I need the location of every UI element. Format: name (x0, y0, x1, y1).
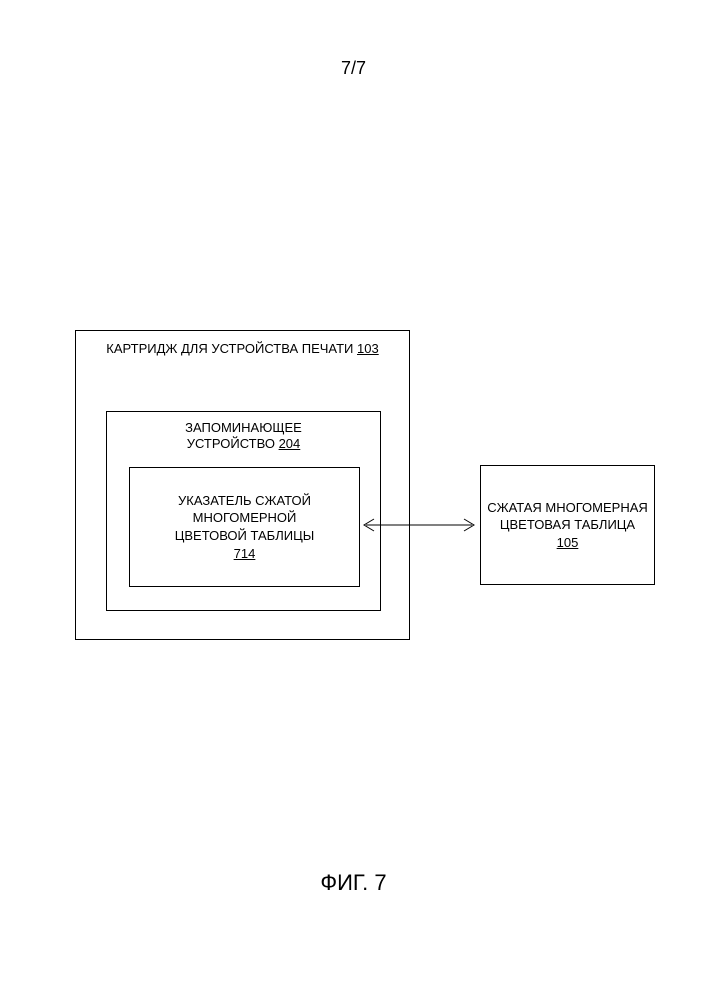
cartridge-title: КАРТРИДЖ ДЛЯ УСТРОЙСТВА ПЕЧАТИ 103 (76, 341, 409, 357)
pointer-line3: ЦВЕТОВОЙ ТАБЛИЦЫ (175, 528, 314, 543)
memory-label-line1: ЗАПОМИНАЮЩЕЕ (185, 420, 302, 435)
page: 7/7 КАРТРИДЖ ДЛЯ УСТРОЙСТВА ПЕЧАТИ 103 З… (0, 0, 707, 1000)
compressed-table-box: СЖАТАЯ МНОГОМЕРНАЯ ЦВЕТОВАЯ ТАБЛИЦА 105 (480, 465, 655, 585)
pointer-ref: 714 (234, 546, 256, 561)
memory-ref: 204 (279, 436, 301, 451)
pointer-box: УКАЗАТЕЛЬ СЖАТОЙ МНОГОМЕРНОЙ ЦВЕТОВОЙ ТА… (129, 467, 360, 587)
memory-title: ЗАПОМИНАЮЩЕЕ УСТРОЙСТВО 204 (107, 420, 380, 453)
compressed-table-content: СЖАТАЯ МНОГОМЕРНАЯ ЦВЕТОВАЯ ТАБЛИЦА 105 (487, 499, 648, 552)
pointer-content: УКАЗАТЕЛЬ СЖАТОЙ МНОГОМЕРНОЙ ЦВЕТОВОЙ ТА… (175, 492, 314, 562)
memory-label-line2: УСТРОЙСТВО (187, 436, 275, 451)
table-line2: ЦВЕТОВАЯ ТАБЛИЦА (500, 517, 635, 532)
diagram-area: КАРТРИДЖ ДЛЯ УСТРОЙСТВА ПЕЧАТИ 103 ЗАПОМ… (75, 330, 655, 640)
pointer-line2: МНОГОМЕРНОЙ (193, 510, 297, 525)
pointer-line1: УКАЗАТЕЛЬ СЖАТОЙ (178, 493, 311, 508)
page-number: 7/7 (0, 58, 707, 79)
table-ref: 105 (557, 535, 579, 550)
table-line1: СЖАТАЯ МНОГОМЕРНАЯ (487, 500, 648, 515)
memory-box: ЗАПОМИНАЮЩЕЕ УСТРОЙСТВО 204 УКАЗАТЕЛЬ СЖ… (106, 411, 381, 611)
cartridge-label: КАРТРИДЖ ДЛЯ УСТРОЙСТВА ПЕЧАТИ (106, 341, 353, 356)
cartridge-ref: 103 (357, 341, 379, 356)
cartridge-box: КАРТРИДЖ ДЛЯ УСТРОЙСТВА ПЕЧАТИ 103 ЗАПОМ… (75, 330, 410, 640)
figure-caption: ФИГ. 7 (0, 870, 707, 896)
